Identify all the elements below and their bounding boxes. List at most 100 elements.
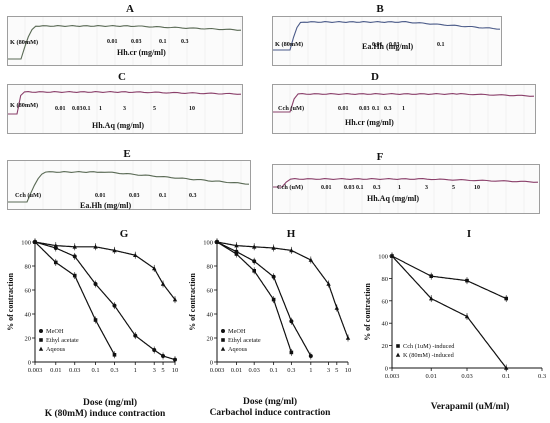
y-tick-label: 0 <box>210 360 213 367</box>
panel-letter-h: H <box>286 228 296 240</box>
trace-frame <box>272 16 502 66</box>
trace-panel-b: K (80mM) 0.01 0.03 0.1 Ea.Hh (mg/ml) <box>272 16 502 66</box>
y-tick-label: 20 <box>382 343 389 350</box>
data-point-triangle <box>395 352 401 357</box>
trace-dose-tick: 0.01 <box>107 39 118 45</box>
trace-dose-tick: 0.03 <box>72 106 83 112</box>
legend-label: Ethyl acetate <box>228 337 261 344</box>
x-tick-label: 0.3 <box>287 367 295 374</box>
legend-label: MeOH <box>228 328 246 335</box>
trace-frame <box>272 164 540 214</box>
panel-letter-a: A <box>126 3 134 15</box>
trace-dose-tick: 0.3 <box>181 39 189 45</box>
trace-dose-tick: 0.03 <box>359 106 370 112</box>
trace-xlabel: Ea.Hh (mg/ml) <box>80 201 131 210</box>
y-tick-label: 40 <box>207 312 214 319</box>
x-tick-label: 0.003 <box>210 367 225 374</box>
trace-xlabel: Hh.Aq (mg/ml) <box>367 194 419 203</box>
trace-stimulus-label: K (80mM) <box>10 102 38 109</box>
y-tick-label: 60 <box>207 288 214 295</box>
x-tick-label: 0.003 <box>385 373 400 380</box>
y-axis-label: % of contraction <box>363 283 372 341</box>
legend-label: Cch (1uM) -induced <box>403 343 455 350</box>
trace-dose-tick: 3 <box>425 185 428 191</box>
x-tick-label: 0.01 <box>231 367 242 374</box>
x-tick-label: 10 <box>345 367 352 374</box>
data-point-circle <box>221 329 225 333</box>
trace-panel-a: K (80mM) 0.01 0.03 0.1 0.3 Hh.cr (mg/ml) <box>7 16 243 66</box>
y-tick-label: 40 <box>382 321 389 328</box>
x-tick-label: 1 <box>309 367 312 374</box>
trace-stimulus-label: K (80mM) <box>275 41 303 48</box>
data-point-triangle <box>220 346 226 351</box>
y-tick-label: 80 <box>207 264 214 271</box>
y-axis-label: % of contraction <box>188 273 197 331</box>
i-xlabel: Verapamil (uM/ml) <box>430 402 510 412</box>
h-subtitle: Carbachol induce contraction <box>209 408 331 418</box>
trace-frame <box>7 160 251 210</box>
trace-dose-tick: 1 <box>99 106 102 112</box>
panel-letter-b: B <box>376 3 384 15</box>
trace-dose-tick: 0.1 <box>356 185 364 191</box>
trace-dose-tick: 5 <box>452 185 455 191</box>
panel-letter-e: E <box>123 148 131 160</box>
x-tick-label: 0.03 <box>461 373 472 380</box>
x-tick-label: 5 <box>161 367 164 374</box>
trace-stimulus-label: Cch (uM) <box>278 105 304 112</box>
trace-xlabel: Hh.cr (mg/ml) <box>345 118 394 127</box>
plot-g: 0 20 40 60 80 100 0.003 0.01 0.03 0.1 0.3 1 3 5 10 % of… <box>6 238 179 374</box>
trace-frame <box>7 16 243 66</box>
trace-dose-tick: 0.1 <box>372 106 380 112</box>
data-point-square <box>221 338 225 342</box>
x-tick-label: 10 <box>172 367 179 374</box>
legend-label: K (80mM) -induced <box>403 352 455 359</box>
trace-dose-tick: 0.03 <box>344 185 355 191</box>
panel-letter-c: C <box>118 71 126 83</box>
y-tick-label: 100 <box>21 240 31 247</box>
trace-panel-c: K (80mM) 0.01 0.03 0.1 1 3 5 10 Hh.Aq (mg/ml) <box>7 84 243 134</box>
plot-i: 0 20 40 60 80 100 0.003 0.01 0.03 0.1 0.3 % of cont… <box>363 252 546 380</box>
y-tick-label: 100 <box>203 240 213 247</box>
plot-h: 0 20 40 60 80 100 0.003 0.01 0.03 0.1 0.3 1 3 5 10 % of… <box>188 238 352 374</box>
trace-dose-tick: 0.1 <box>159 39 167 45</box>
trace-xlabel: Ea.Hh (mg/ml) <box>362 42 413 51</box>
trace-dose-tick: 1 <box>402 106 405 112</box>
trace-stimulus-label: Cch (uM) <box>277 184 303 191</box>
y-tick-label: 40 <box>25 312 32 319</box>
trace-dose-tick: 0.1 <box>437 42 445 48</box>
x-tick-label: 3 <box>153 367 156 374</box>
x-tick-label: 0.003 <box>28 367 43 374</box>
legend-label: Aqeous <box>228 346 248 353</box>
x-tick-label: 0.1 <box>270 367 278 374</box>
data-point-square <box>396 344 400 348</box>
trace-line <box>8 25 242 60</box>
trace-dose-tick: 0.3 <box>189 193 197 199</box>
trace-stimulus-label: K (80mM) <box>10 39 38 46</box>
g-subtitle: K (80mM) induce contraction <box>44 409 166 419</box>
trace-dose-tick: 1 <box>398 185 401 191</box>
x-tick-label: 5 <box>335 367 338 374</box>
trace-dose-tick: 5 <box>153 106 156 112</box>
panel-letter-f: F <box>376 151 384 163</box>
trace-line <box>273 21 501 51</box>
trace-dose-tick: 0.03 <box>129 193 140 199</box>
panel-letter-g: G <box>119 228 129 240</box>
trace-stimulus-label: Cch (uM) <box>15 192 41 199</box>
trace-line <box>8 171 250 203</box>
y-tick-label: 80 <box>382 276 389 283</box>
trace-dose-tick: 0.01 <box>338 106 349 112</box>
y-tick-label: 0 <box>28 360 31 367</box>
x-tick-label: 0.3 <box>538 373 546 380</box>
data-point-circle <box>39 329 43 333</box>
trace-frame <box>272 84 536 134</box>
data-point-square <box>39 338 43 342</box>
x-tick-label: 0.01 <box>426 373 437 380</box>
legend-label: Aqeous <box>46 346 66 353</box>
trace-dose-tick: 0.1 <box>159 193 167 199</box>
trace-dose-tick: 0.3 <box>384 106 392 112</box>
trace-dose-tick: 0.3 <box>373 185 381 191</box>
x-tick-label: 0.1 <box>91 367 99 374</box>
x-tick-label: 3 <box>327 367 330 374</box>
x-tick-label: 0.1 <box>502 373 510 380</box>
